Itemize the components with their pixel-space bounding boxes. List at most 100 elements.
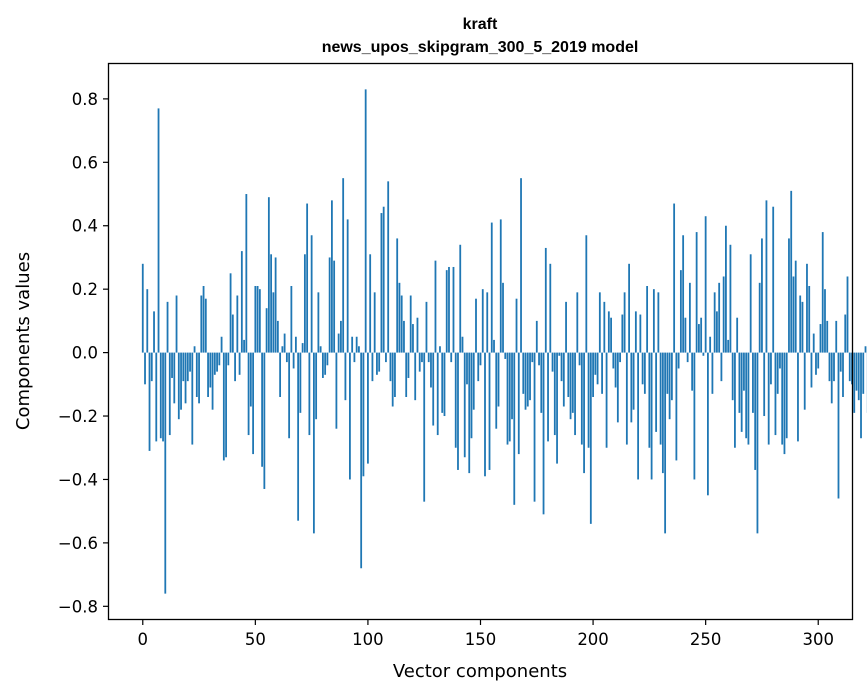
bar [664,352,667,534]
bar [698,324,700,353]
bar [695,232,698,353]
bar [549,263,552,353]
bar [202,286,205,353]
bar [576,292,579,353]
bar [806,263,808,353]
bar [621,314,624,353]
bar [252,352,254,455]
bar [594,352,597,375]
bar [835,320,838,353]
x-tick-label: 300 [802,630,834,649]
bar [371,352,374,382]
y-tick-label: −0.6 [58,534,98,553]
bar [542,352,545,515]
bar [193,346,196,353]
bar [351,336,354,353]
bars-group [141,89,867,594]
bar [180,352,182,410]
bar [281,346,284,353]
bar [430,352,432,388]
bar [688,282,691,353]
bar [198,352,200,404]
bar [515,298,518,353]
bar [358,346,360,353]
bar [423,352,426,502]
bar [148,352,151,451]
bar [283,333,286,353]
bar [432,352,435,426]
bar [274,257,277,353]
bar [409,295,412,353]
bar [297,352,300,521]
bar [571,352,574,413]
bar [612,352,615,369]
bar [355,336,358,353]
bar [360,352,363,569]
bar [727,339,730,353]
bar [292,352,295,369]
bar [319,346,322,353]
bar [164,352,167,594]
bar [855,352,858,391]
bar [231,314,234,353]
bar [236,295,239,353]
bar [810,352,813,388]
bar [686,352,689,363]
bar [578,352,581,366]
bar [659,352,662,445]
bar [673,203,676,353]
bar [655,352,658,432]
bar [213,352,216,375]
bar [495,352,498,429]
bar [846,276,849,353]
bar [848,352,851,382]
bar [191,352,194,445]
bar [812,333,815,353]
bar [844,314,847,353]
bar [792,276,795,353]
bar [767,352,770,445]
bar [643,352,646,394]
bar [387,181,390,353]
bar [189,352,191,372]
bar [270,254,273,353]
bar [369,254,372,353]
bar [797,352,799,442]
bar [776,352,779,394]
bar [583,352,585,474]
bar [677,352,680,369]
plot-frame [107,62,854,621]
bar [466,352,468,385]
bar [747,352,750,445]
bar [522,352,525,394]
bar [529,352,531,401]
bar [308,352,311,436]
bar [781,352,784,445]
bar [159,352,162,439]
bar [254,286,257,353]
bar [484,352,486,477]
bar [245,194,248,353]
y-tick-label: 0.0 [72,344,98,363]
bar [544,247,547,353]
bar [475,298,477,353]
bar [243,339,245,353]
bar [238,352,241,375]
bar [646,286,649,353]
bar [436,352,439,436]
bar [441,352,444,413]
bar [718,282,721,353]
bar [312,352,315,534]
bar [506,352,509,445]
bar [679,270,682,353]
bar [234,352,236,382]
bar [414,352,417,401]
bar [749,254,752,353]
bar [511,352,513,420]
bar [853,352,856,413]
bar [472,352,475,410]
bar [382,206,385,353]
bar [337,333,340,353]
bar [761,238,763,353]
bar [610,317,612,353]
